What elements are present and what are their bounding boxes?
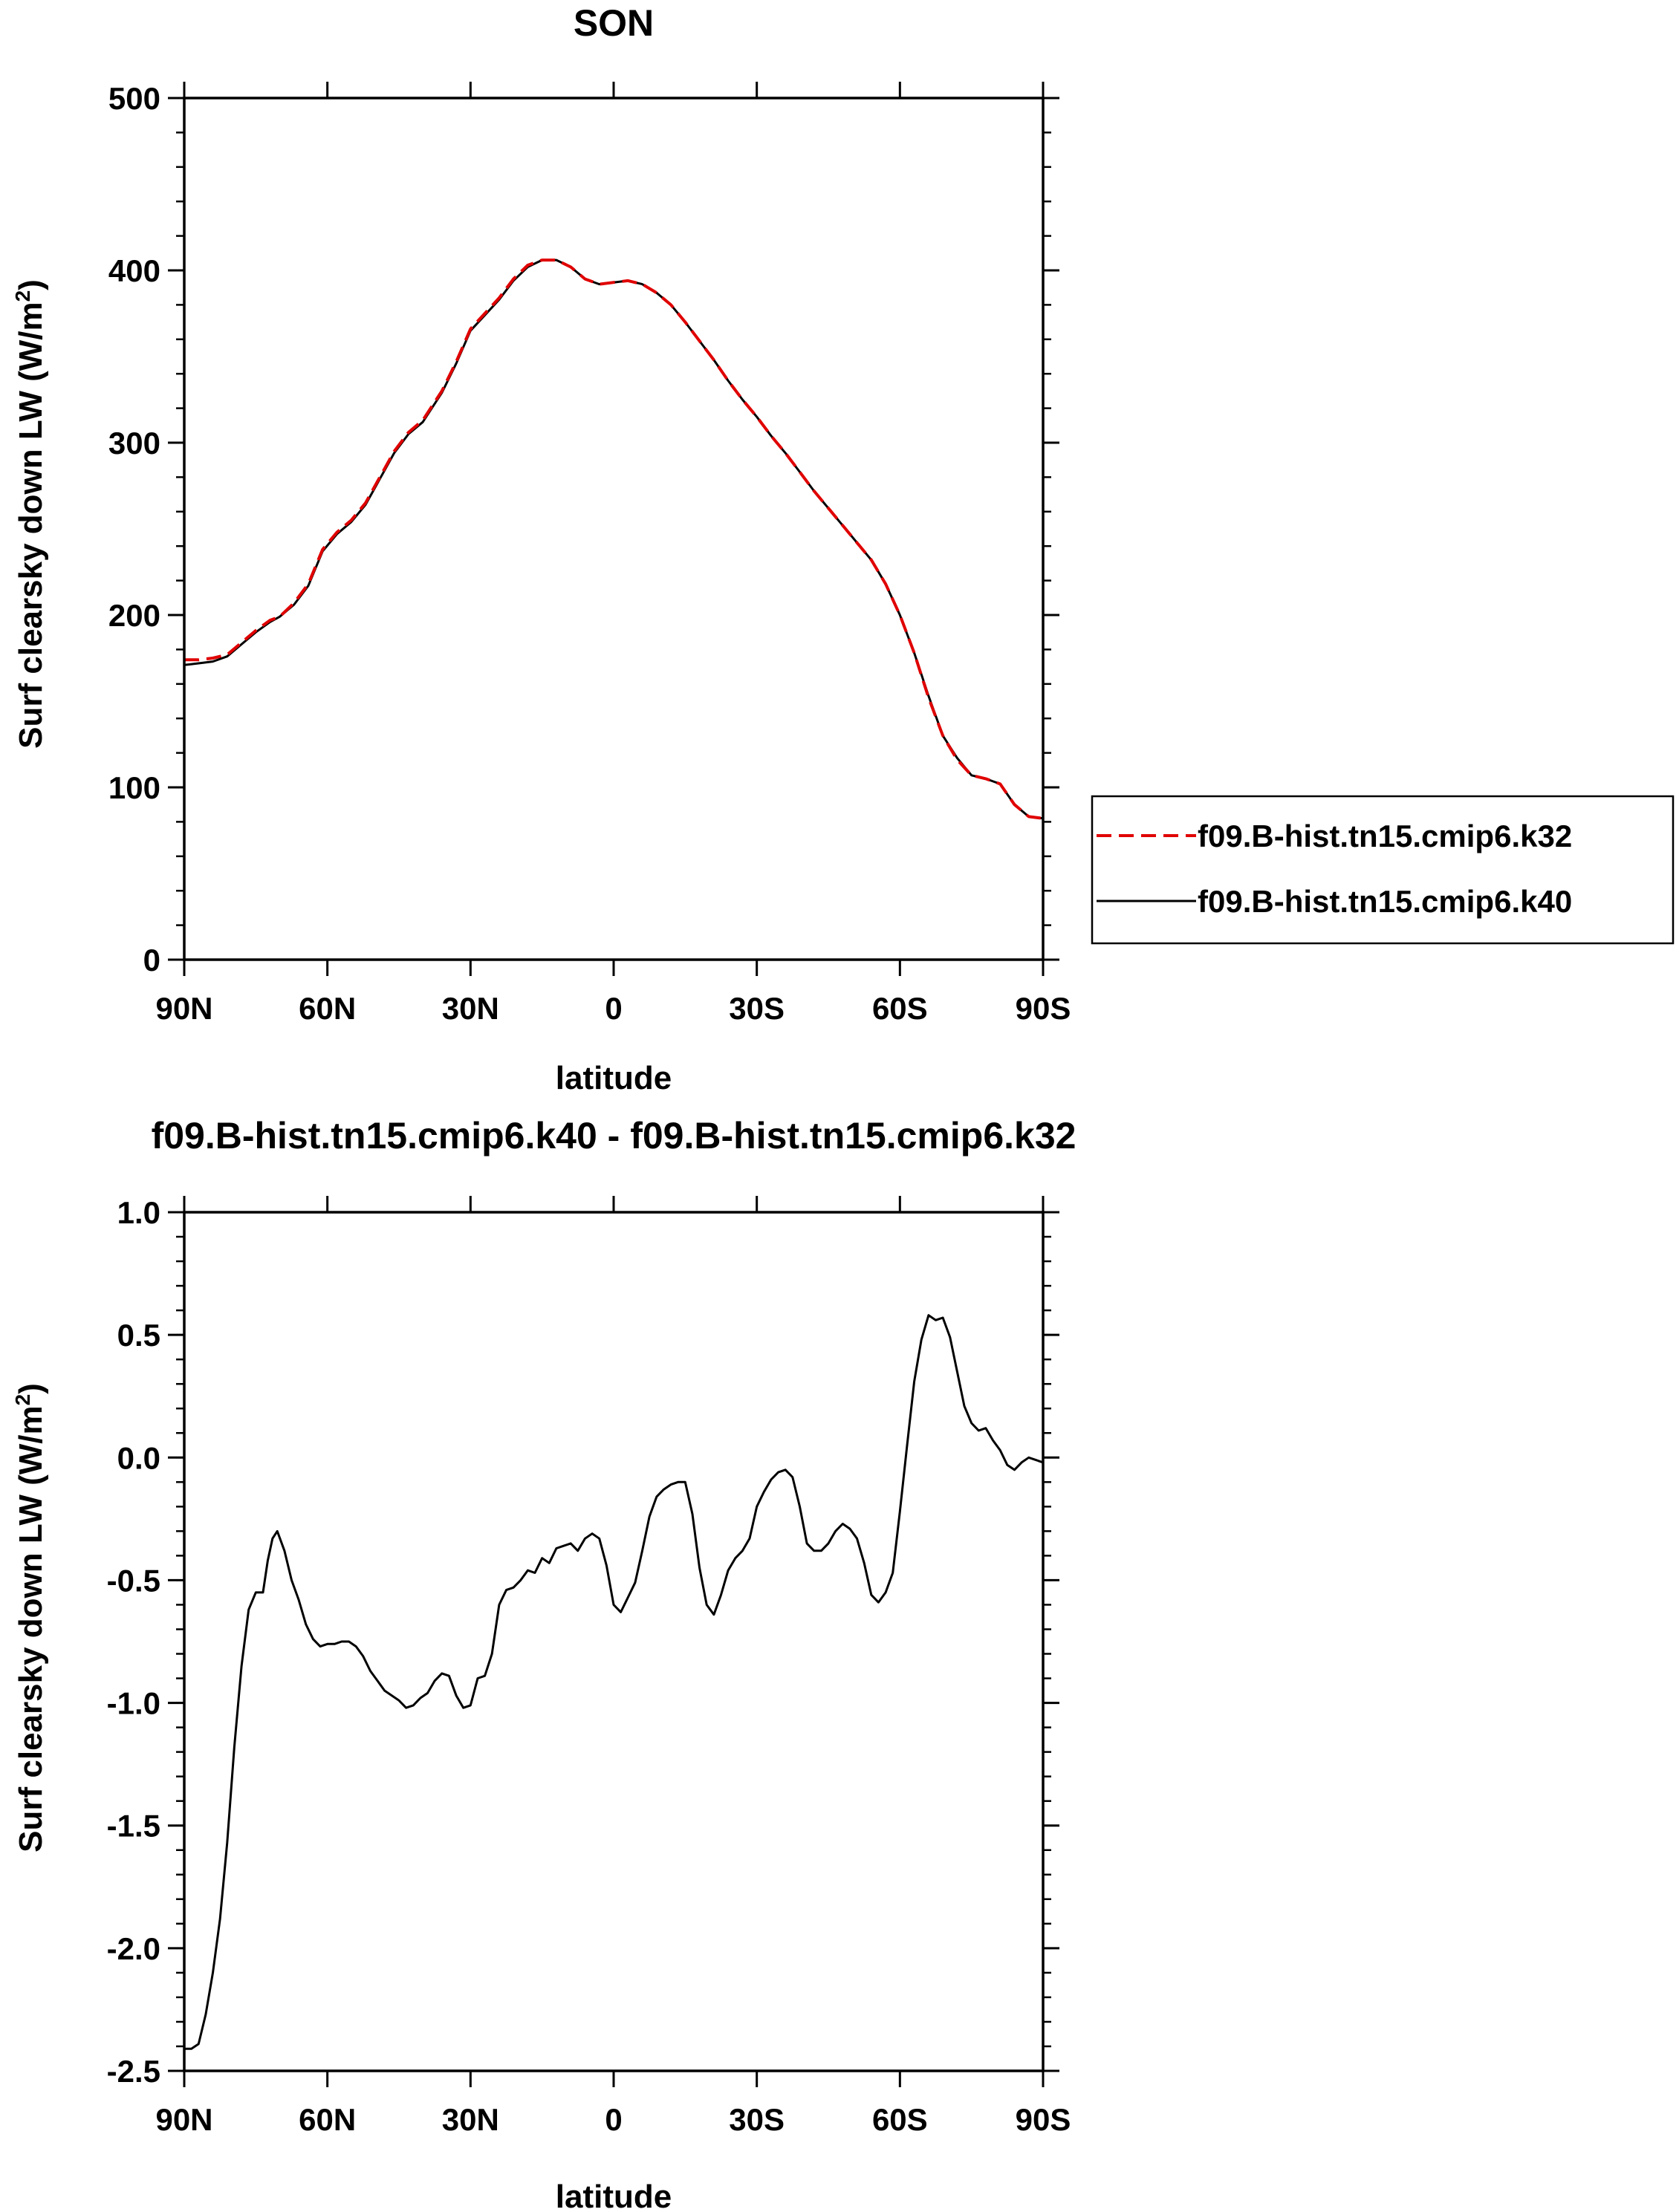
bottom-chart-title: f09.B-hist.tn15.cmip6.k40 - f09.B-hist.t… [152, 1115, 1076, 1157]
bottom-chart-x-axis-label: latitude [556, 2179, 672, 2212]
top-chart-x-tick-label: 0 [605, 991, 622, 1026]
top-chart-y-axis-label-sup: 2 [11, 290, 34, 302]
top-chart-y-axis-label-text: Surf clearsky down LW (W/m [13, 302, 49, 748]
bottom-chart-y-tick-label: -0.5 [107, 1563, 160, 1598]
top-chart-y-tick-label: 300 [108, 426, 160, 461]
top-chart-y-tick-label: 500 [108, 81, 160, 116]
bottom-chart-x-tick-label: 0 [605, 2102, 622, 2137]
bottom-chart-tick-labels: -2.5 -2.0 -1.5 -1.0 -0.5 0.0 0.5 1.0 90N 60N 30N 0 3… [107, 1195, 1071, 2137]
top-chart-x-tick-label: 30S [729, 991, 785, 1026]
bottom-chart-series [184, 1314, 1044, 2050]
top-chart-x-tick-label: 60S [872, 991, 928, 1026]
top-chart-y-axis-label-close: ) [13, 279, 49, 290]
bottom-chart-y-axis-label: Surf clearsky down LW (W/m2) [11, 1383, 49, 1852]
bottom-chart-y-tick-label: -1.0 [107, 1686, 160, 1721]
bottom-chart-y-axis-label-sup: 2 [11, 1394, 34, 1406]
top-chart-y-tick-label: 0 [143, 943, 160, 977]
bottom-chart-y-tick-label: -2.5 [107, 2054, 160, 2089]
top-chart-x-tick-label: 90N [155, 991, 212, 1026]
legend-label-k32: f09.B-hist.tn15.cmip6.k32 [1198, 819, 1572, 853]
bottom-chart-ticks [168, 1196, 1059, 2087]
bottom-chart-series-line-difference [184, 1314, 1044, 2050]
top-chart-x-tick-label: 30N [442, 991, 499, 1026]
bottom-chart-x-tick-label: 30S [729, 2102, 785, 2137]
top-chart-frame [183, 97, 1045, 961]
top-chart-series [184, 258, 1044, 820]
bottom-chart-y-tick-label: -1.5 [107, 1809, 160, 1844]
top-chart-x-tick-label: 60N [299, 991, 356, 1026]
legend: f09.B-hist.tn15.cmip6.k32 f09.B-hist.tn1… [1091, 795, 1675, 945]
bottom-chart-x-tick-label: 30N [442, 2102, 499, 2137]
bottom-chart-x-tick-label: 90S [1016, 2102, 1071, 2137]
bottom-chart-y-axis-label-close: ) [13, 1383, 49, 1394]
top-chart-tick-labels: 0 100 200 300 400 500 90N 60N 30N 0 30S 60S 90S [108, 81, 1071, 1026]
bottom-chart-y-tick-label: -2.0 [107, 1931, 160, 1966]
top-chart-y-tick-label: 100 [108, 770, 160, 805]
top-chart-y-tick-label: 200 [108, 598, 160, 633]
bottom-chart-y-tick-label: 1.0 [117, 1195, 160, 1230]
bottom-chart: f09.B-hist.tn15.cmip6.k40 - f09.B-hist.t… [11, 1115, 1076, 2212]
legend-box [1091, 795, 1675, 945]
top-chart-series-line-k32 [184, 258, 1044, 820]
bottom-chart-frame [183, 1211, 1045, 2072]
top-chart-y-axis-label: Surf clearsky down LW (W/m2) [11, 279, 49, 749]
bottom-chart-x-tick-label: 60S [872, 2102, 928, 2137]
top-chart-ticks [168, 82, 1059, 976]
legend-label-k40: f09.B-hist.tn15.cmip6.k40 [1198, 884, 1572, 919]
bottom-chart-x-tick-label: 90N [155, 2102, 212, 2137]
top-chart-y-tick-label: 400 [108, 253, 160, 288]
bottom-chart-y-tick-label: 0.0 [117, 1440, 160, 1475]
bottom-chart-x-tick-label: 60N [299, 2102, 356, 2137]
top-chart-title: SON [574, 2, 654, 44]
bottom-chart-y-axis-label-text: Surf clearsky down LW (W/m [13, 1405, 49, 1852]
top-chart-x-tick-label: 90S [1016, 991, 1071, 1026]
top-chart-x-axis-label: latitude [556, 1060, 672, 1096]
bottom-chart-y-tick-label: 0.5 [117, 1318, 160, 1353]
